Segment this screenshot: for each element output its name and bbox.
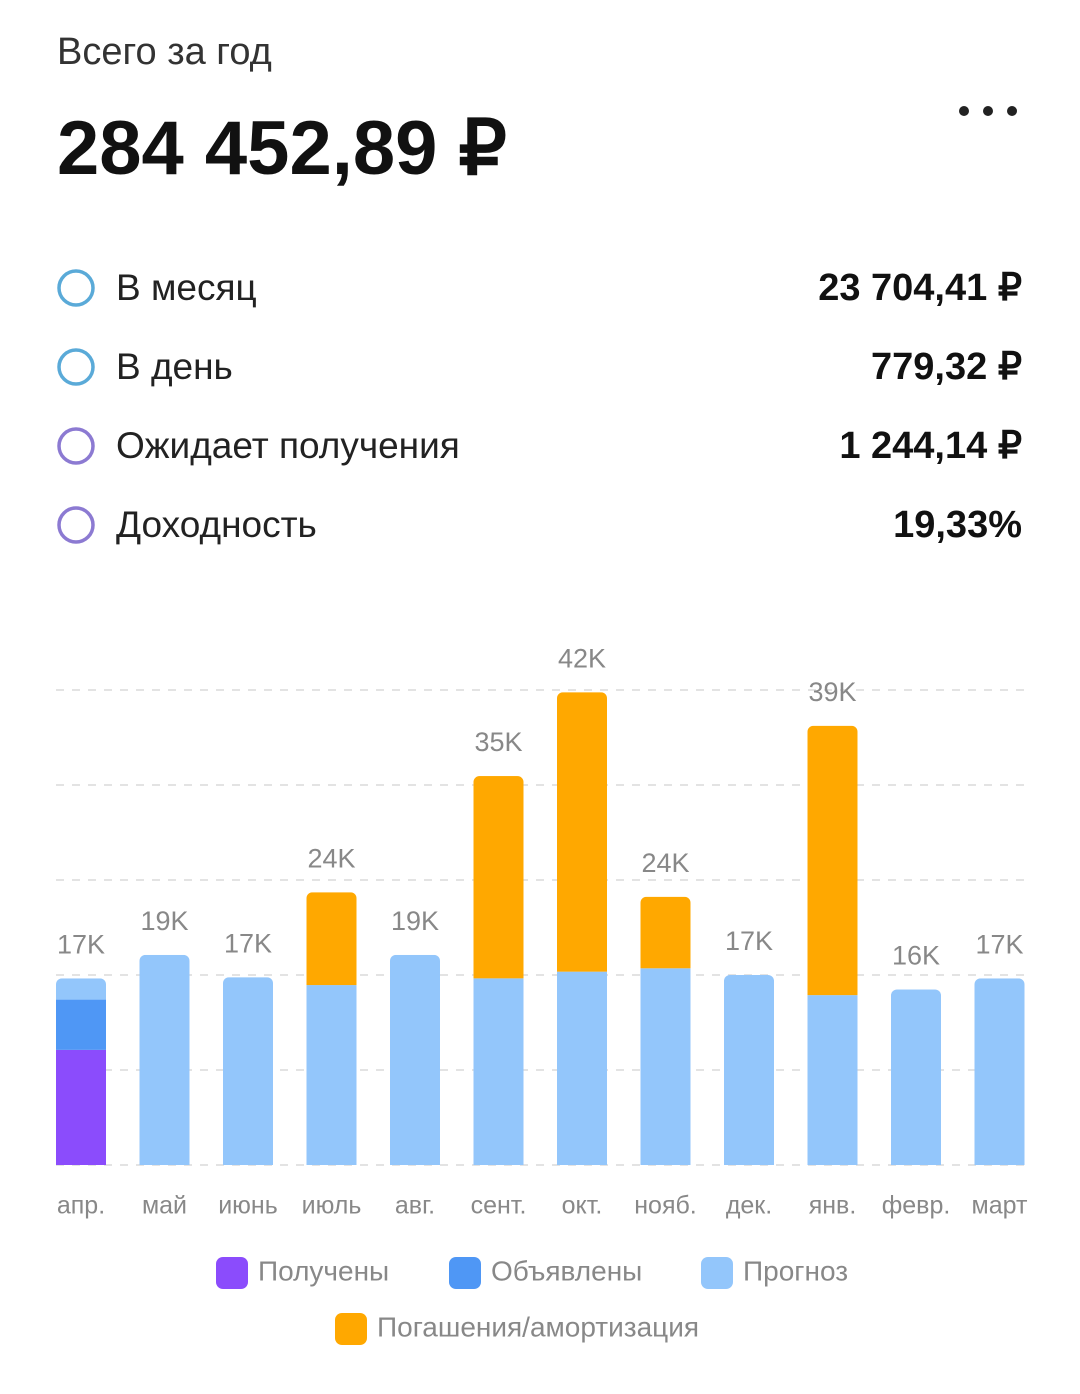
- row-label: Ожидает получения: [116, 425, 460, 466]
- bar-segment: [306, 892, 357, 986]
- bar-segment: [56, 999, 106, 1050]
- bar-segment: [390, 954, 440, 1165]
- bar-stack: [974, 978, 1025, 1165]
- row-ring: [57, 427, 95, 465]
- total-label: 19K: [140, 906, 188, 936]
- dot: [959, 106, 969, 116]
- row-label: В месяц: [116, 267, 257, 308]
- bar-stack: [557, 692, 607, 1165]
- bar-segment: [724, 975, 774, 1165]
- legend-label: Объявлены: [491, 1255, 642, 1286]
- row-ring: [57, 269, 95, 307]
- total-label: 24K: [641, 848, 689, 878]
- x-tick-label: июнь: [218, 1192, 278, 1220]
- legend-label: Погашения/амортизация: [377, 1311, 699, 1342]
- x-tick-label: янв.: [809, 1192, 857, 1220]
- x-tick-label: сент.: [471, 1192, 527, 1220]
- title: Всего за год: [57, 31, 272, 73]
- bar-segment: [473, 776, 524, 979]
- bar-stack: [724, 975, 774, 1165]
- bar-segment: [807, 995, 858, 1165]
- dot: [983, 106, 993, 116]
- bar-stack: [223, 977, 273, 1165]
- row-ring: [57, 506, 95, 544]
- x-tick-label: нояб.: [634, 1192, 697, 1220]
- total-label: 16K: [892, 941, 940, 971]
- row-label: В день: [116, 346, 233, 387]
- row-value: 779,32 ₽: [871, 346, 1022, 388]
- bar-stack: [139, 954, 190, 1165]
- total-label: 17K: [975, 929, 1023, 959]
- total-label: 42K: [558, 643, 606, 673]
- bar-segment: [56, 978, 106, 1000]
- bar-segment: [807, 725, 858, 996]
- bar-segment: [306, 985, 357, 1165]
- bar-stack: [56, 978, 106, 1165]
- x-tick-label: май: [142, 1192, 187, 1220]
- bar-segment: [640, 896, 691, 969]
- x-tick-label: март: [972, 1192, 1028, 1220]
- bar-segment: [557, 971, 607, 1165]
- x-tick-label: дек.: [726, 1192, 772, 1220]
- bar-segment: [56, 1049, 106, 1165]
- row-value: 1 244,14 ₽: [839, 425, 1022, 467]
- bar-segment: [473, 978, 524, 1165]
- bar-stack: [640, 896, 691, 1165]
- legend-swatch: [449, 1257, 481, 1289]
- legend-swatch: [335, 1313, 367, 1345]
- bar-stack: [306, 892, 357, 1165]
- total-label: 35K: [474, 727, 522, 757]
- legend-swatch: [701, 1257, 733, 1289]
- total-label: 17K: [57, 929, 105, 959]
- bar-segment: [223, 977, 273, 1165]
- total-label: 17K: [224, 928, 272, 958]
- bar-stack: [807, 725, 858, 1165]
- legend-swatch: [216, 1257, 248, 1289]
- total: 284 452,89 ₽: [57, 106, 507, 191]
- row-ring: [57, 348, 95, 386]
- x-tick-label: окт.: [562, 1192, 603, 1220]
- row-label: Доходность: [116, 504, 317, 545]
- total-label: 24K: [307, 843, 355, 873]
- row-value: 23 704,41 ₽: [818, 267, 1022, 309]
- bar-segment: [974, 978, 1025, 1165]
- bar-segment: [640, 968, 691, 1165]
- dot: [1007, 106, 1017, 116]
- bar-stack: [891, 989, 941, 1165]
- x-tick-label: авг.: [395, 1192, 435, 1220]
- bar-segment: [557, 692, 607, 972]
- bar-stack: [390, 954, 440, 1165]
- more-button[interactable]: [959, 106, 1017, 116]
- row-value: 19,33%: [893, 504, 1022, 546]
- legend-label: Прогноз: [743, 1255, 848, 1286]
- x-tick-label: апр.: [57, 1192, 105, 1220]
- legend-label: Получены: [258, 1255, 389, 1286]
- total-label: 39K: [808, 677, 856, 707]
- bar-stack: [473, 776, 524, 1165]
- total-label: 17K: [725, 926, 773, 956]
- x-tick-label: июль: [302, 1192, 362, 1220]
- bar-segment: [891, 989, 941, 1165]
- x-tick-label: февр.: [882, 1192, 951, 1220]
- total-label: 19K: [391, 906, 439, 936]
- bar-segment: [139, 954, 190, 1165]
